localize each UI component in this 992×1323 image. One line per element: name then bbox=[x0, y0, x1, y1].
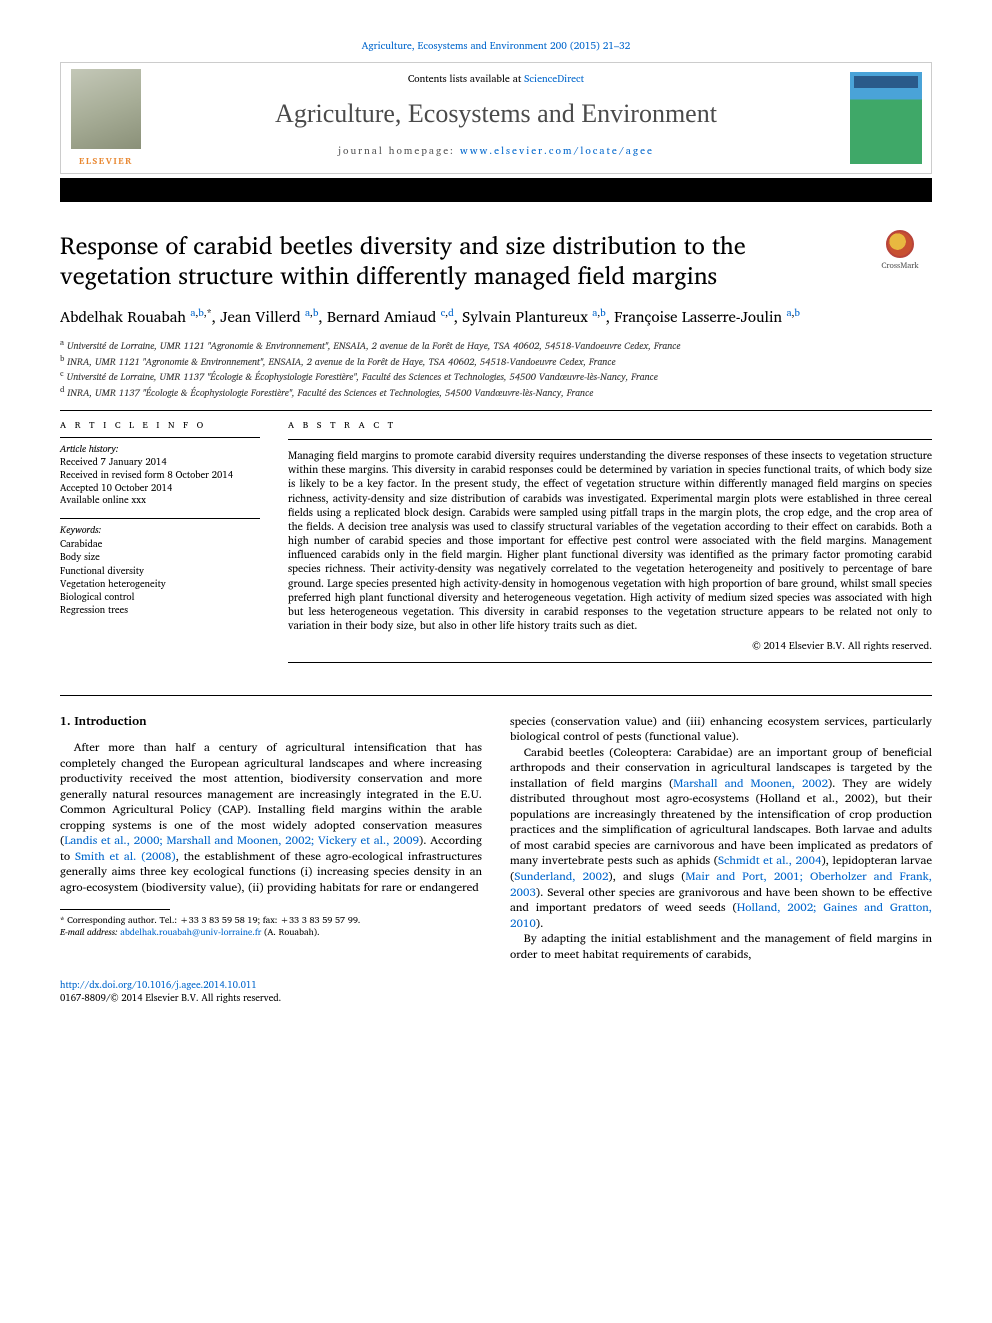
keyword: Body size bbox=[60, 551, 260, 564]
journal-cover-icon bbox=[850, 72, 922, 164]
paper-title: Response of carabid beetles diversity an… bbox=[60, 230, 852, 290]
email-link[interactable]: abdelhak.rouabah@univ-lorraine.fr bbox=[120, 924, 261, 939]
body-paragraph: Carabid beetles (Coleoptera: Carabidae) … bbox=[510, 745, 932, 931]
crossmark-label: CrossMark bbox=[881, 258, 918, 272]
keywords-label: Keywords: bbox=[60, 523, 101, 538]
keywords: Keywords: CarabidaeBody sizeFunctional d… bbox=[60, 525, 260, 618]
section-heading: 1. Introduction bbox=[60, 714, 482, 730]
affiliation: a Université de Lorraine, UMR 1121 "Agro… bbox=[60, 338, 932, 353]
article-info-heading: A R T I C L E I N F O bbox=[60, 419, 260, 431]
running-head-link[interactable]: Agriculture, Ecosystems and Environment … bbox=[362, 38, 631, 54]
homepage-link[interactable]: www.elsevier.com/locate/agee bbox=[460, 143, 654, 159]
affiliation: b INRA, UMR 1121 "Agronomie & Environnem… bbox=[60, 354, 932, 369]
abstract-text: Managing field margins to promote carabi… bbox=[288, 448, 932, 632]
email-tail: (A. Rouabah). bbox=[261, 924, 319, 939]
author-list: Abdelhak Rouabah a,b,*, Jean Villerd a,b… bbox=[60, 306, 932, 329]
column-left: 1. Introduction After more than half a c… bbox=[60, 714, 482, 962]
crossmark-icon bbox=[886, 230, 914, 258]
publisher-tree-icon bbox=[71, 69, 141, 149]
keyword: Vegetation heterogeneity bbox=[60, 578, 260, 591]
crossmark-badge[interactable]: CrossMark bbox=[868, 230, 932, 271]
keyword: Functional diversity bbox=[60, 565, 260, 578]
body-paragraph: After more than half a century of agricu… bbox=[60, 740, 482, 895]
contents-prefix: Contents lists available at bbox=[408, 71, 524, 87]
homepage-prefix: journal homepage: bbox=[338, 143, 460, 159]
masthead-bar bbox=[60, 178, 932, 202]
article-history: Article history: Received 7 January 2014… bbox=[60, 444, 260, 508]
affiliations: a Université de Lorraine, UMR 1121 "Agro… bbox=[60, 338, 932, 400]
email-label: E-mail address: bbox=[60, 924, 120, 939]
abstract-heading: A B S T R A C T bbox=[288, 419, 932, 431]
body-columns: 1. Introduction After more than half a c… bbox=[60, 714, 932, 962]
abstract: A B S T R A C T Managing field margins t… bbox=[288, 419, 932, 671]
article-info: A R T I C L E I N F O Article history: R… bbox=[60, 419, 260, 671]
corresponding-author-footnote: * Corresponding author. Tel.: +33 3 83 5… bbox=[60, 914, 482, 937]
body-paragraph: By adapting the initial establishment an… bbox=[510, 931, 932, 962]
doi-block: http://dx.doi.org/10.1016/j.agee.2014.10… bbox=[60, 980, 932, 1006]
keyword: Biological control bbox=[60, 591, 260, 604]
column-right: species (conservation value) and (iii) e… bbox=[510, 714, 932, 962]
rule bbox=[60, 410, 932, 411]
affiliation: c Université de Lorraine, UMR 1137 "Écol… bbox=[60, 369, 932, 384]
journal-homepage: journal homepage: www.elsevier.com/locat… bbox=[159, 145, 833, 159]
journal-name: Agriculture, Ecosystems and Environment bbox=[159, 96, 833, 131]
history-line: Available online xxx bbox=[60, 495, 260, 508]
footnote-line: E-mail address: abdelhak.rouabah@univ-lo… bbox=[60, 926, 482, 938]
sciencedirect-link[interactable]: ScienceDirect bbox=[524, 71, 584, 87]
masthead-left: ELSEVIER bbox=[61, 63, 151, 173]
masthead-center: Contents lists available at ScienceDirec… bbox=[151, 63, 841, 173]
keyword: Regression trees bbox=[60, 604, 260, 617]
contents-line: Contents lists available at ScienceDirec… bbox=[159, 73, 833, 87]
running-head: Agriculture, Ecosystems and Environment … bbox=[60, 40, 932, 54]
affiliation: d INRA, UMR 1137 "Écologie & Écophysiolo… bbox=[60, 385, 932, 400]
issn-copyright: 0167-8809/© 2014 Elsevier B.V. All right… bbox=[60, 991, 281, 1006]
body-paragraph: species (conservation value) and (iii) e… bbox=[510, 714, 932, 745]
abstract-copyright: © 2014 Elsevier B.V. All rights reserved… bbox=[288, 640, 932, 654]
masthead-right bbox=[841, 63, 931, 173]
elsevier-logo: ELSEVIER bbox=[79, 155, 133, 167]
footnote-rule bbox=[60, 909, 170, 910]
keyword: Carabidae bbox=[60, 538, 260, 551]
masthead: ELSEVIER Contents lists available at Sci… bbox=[60, 62, 932, 174]
body-rule bbox=[60, 695, 932, 696]
